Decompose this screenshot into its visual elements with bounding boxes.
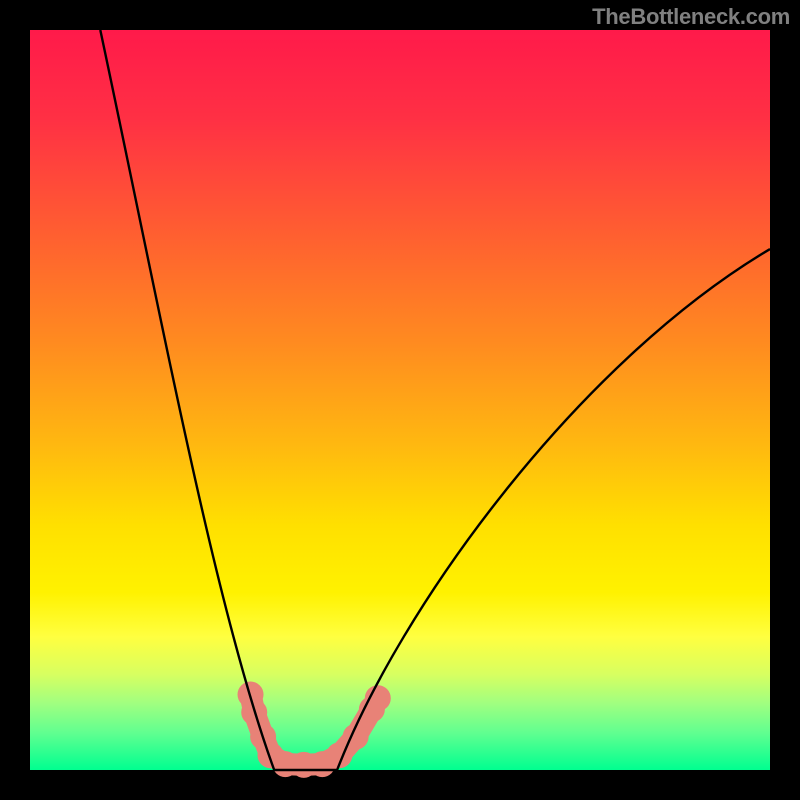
chart-container: { "watermark": "TheBottleneck.com", "can… (0, 0, 800, 800)
watermark-text: TheBottleneck.com (592, 4, 790, 30)
bottleneck-chart (0, 0, 800, 800)
gradient-background (30, 30, 770, 770)
